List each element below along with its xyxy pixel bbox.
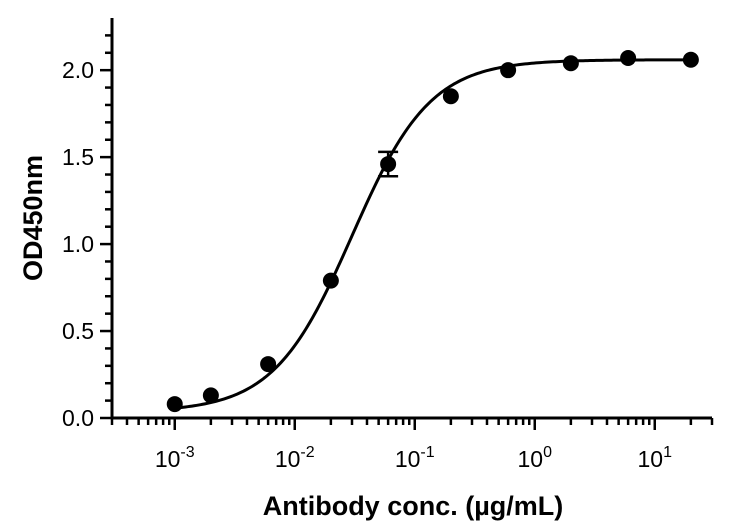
- axes: [110, 18, 712, 420]
- data-point: [380, 156, 397, 173]
- data-point: [260, 356, 277, 373]
- ticks: [100, 34, 714, 430]
- data-point: [166, 396, 183, 413]
- x-axis-title: Antibody conc. (µg/mL): [263, 491, 564, 521]
- x-tick-label: 10-1: [395, 444, 435, 472]
- data-point: [202, 387, 219, 404]
- data-points: [166, 50, 699, 413]
- data-point: [500, 62, 517, 79]
- data-point: [620, 50, 637, 66]
- y-tick-label: 2.0: [62, 57, 94, 83]
- y-tick-label: 0.0: [62, 405, 94, 431]
- x-tick-label: 100: [517, 444, 552, 472]
- y-tick-label: 1.5: [62, 144, 94, 170]
- x-tick-label: 101: [637, 444, 672, 472]
- y-tick-label: 1.0: [62, 231, 94, 257]
- data-point: [562, 55, 579, 72]
- x-tick-label: 10-3: [155, 444, 195, 472]
- fit-curve: [174, 58, 691, 410]
- data-point: [682, 51, 699, 68]
- data-point: [442, 88, 459, 105]
- data-point: [322, 272, 339, 289]
- x-tick-label: 10-2: [275, 444, 315, 472]
- tick-labels: 0.0 0.5 1.0 1.5 2.0 10-3 10-2 10-1 100 101: [62, 57, 672, 472]
- y-axis-title: OD450nm: [18, 155, 48, 281]
- y-tick-label: 0.5: [62, 318, 94, 344]
